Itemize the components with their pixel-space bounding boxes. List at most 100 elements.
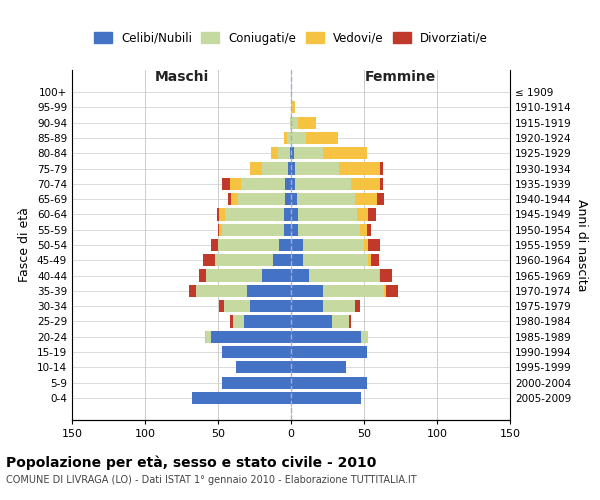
Bar bbox=[308, 270, 379, 281]
Bar bbox=[211, 239, 218, 251]
Text: Popolazione per età, sesso e stato civile - 2010: Popolazione per età, sesso e stato civil… bbox=[6, 455, 376, 469]
Bar bbox=[291, 101, 292, 114]
Bar bbox=[291, 346, 367, 358]
Bar bbox=[323, 300, 355, 312]
Bar bbox=[298, 208, 357, 220]
Text: Femmine: Femmine bbox=[365, 70, 436, 85]
Text: Maschi: Maschi bbox=[154, 70, 209, 85]
Bar bbox=[371, 254, 379, 266]
Bar bbox=[291, 239, 302, 251]
Bar bbox=[284, 224, 291, 236]
Bar bbox=[231, 193, 238, 205]
Bar bbox=[233, 316, 244, 328]
Bar bbox=[250, 162, 262, 174]
Bar bbox=[291, 132, 305, 144]
Bar bbox=[206, 270, 262, 281]
Bar bbox=[302, 254, 368, 266]
Bar bbox=[302, 239, 364, 251]
Bar bbox=[291, 147, 294, 160]
Bar bbox=[368, 239, 380, 251]
Bar bbox=[223, 178, 230, 190]
Bar bbox=[323, 147, 367, 160]
Bar bbox=[205, 330, 206, 343]
Bar bbox=[244, 316, 291, 328]
Bar bbox=[291, 376, 367, 389]
Bar bbox=[380, 270, 392, 281]
Bar bbox=[223, 224, 284, 236]
Bar bbox=[361, 330, 368, 343]
Bar bbox=[285, 178, 291, 190]
Bar bbox=[323, 285, 385, 297]
Y-axis label: Anni di nascita: Anni di nascita bbox=[575, 198, 588, 291]
Bar bbox=[377, 193, 385, 205]
Bar bbox=[295, 162, 339, 174]
Bar bbox=[298, 116, 316, 128]
Bar bbox=[262, 270, 291, 281]
Bar bbox=[215, 254, 274, 266]
Bar bbox=[291, 285, 323, 297]
Bar bbox=[241, 178, 285, 190]
Bar bbox=[228, 193, 231, 205]
Bar bbox=[196, 285, 247, 297]
Bar bbox=[291, 316, 332, 328]
Bar bbox=[288, 162, 291, 174]
Bar bbox=[291, 300, 323, 312]
Bar bbox=[230, 178, 241, 190]
Bar bbox=[291, 116, 298, 128]
Bar bbox=[385, 285, 386, 297]
Bar bbox=[292, 101, 295, 114]
Bar bbox=[280, 239, 291, 251]
Bar bbox=[220, 208, 226, 220]
Bar bbox=[359, 224, 367, 236]
Bar bbox=[250, 300, 291, 312]
Text: COMUNE DI LIVRAGA (LO) - Dati ISTAT 1° gennaio 2010 - Elaborazione TUTTITALIA.IT: COMUNE DI LIVRAGA (LO) - Dati ISTAT 1° g… bbox=[6, 475, 416, 485]
Bar bbox=[291, 86, 292, 98]
Bar bbox=[230, 316, 233, 328]
Bar bbox=[224, 300, 250, 312]
Bar bbox=[218, 224, 220, 236]
Y-axis label: Fasce di età: Fasce di età bbox=[19, 208, 31, 282]
Bar bbox=[291, 193, 297, 205]
Bar bbox=[291, 362, 346, 374]
Bar bbox=[298, 224, 359, 236]
Bar bbox=[284, 132, 287, 144]
Bar bbox=[199, 270, 206, 281]
Bar bbox=[356, 208, 368, 220]
Bar bbox=[368, 208, 376, 220]
Bar bbox=[351, 178, 380, 190]
Bar bbox=[278, 147, 290, 160]
Bar bbox=[291, 224, 298, 236]
Bar bbox=[355, 193, 377, 205]
Bar bbox=[290, 116, 291, 128]
Bar bbox=[379, 270, 380, 281]
Bar bbox=[218, 239, 280, 251]
Bar bbox=[291, 208, 298, 220]
Bar bbox=[386, 285, 398, 297]
Bar bbox=[206, 330, 211, 343]
Bar bbox=[291, 392, 361, 404]
Bar bbox=[290, 147, 291, 160]
Bar bbox=[291, 162, 295, 174]
Bar bbox=[220, 224, 223, 236]
Bar bbox=[291, 254, 302, 266]
Bar bbox=[247, 285, 291, 297]
Bar bbox=[217, 208, 220, 220]
Bar bbox=[284, 208, 291, 220]
Bar bbox=[332, 316, 349, 328]
Bar bbox=[287, 132, 291, 144]
Bar bbox=[367, 224, 371, 236]
Bar bbox=[192, 392, 291, 404]
Bar bbox=[295, 178, 351, 190]
Bar bbox=[226, 208, 284, 220]
Bar bbox=[380, 178, 383, 190]
Bar bbox=[274, 254, 291, 266]
Bar bbox=[238, 193, 285, 205]
Bar bbox=[339, 162, 380, 174]
Legend: Celibi/Nubili, Coniugati/e, Vedovi/e, Divorziati/e: Celibi/Nubili, Coniugati/e, Vedovi/e, Di… bbox=[89, 27, 493, 50]
Bar bbox=[380, 162, 383, 174]
Bar bbox=[294, 147, 323, 160]
Bar bbox=[364, 239, 368, 251]
Bar bbox=[291, 270, 308, 281]
Bar bbox=[271, 147, 278, 160]
Bar bbox=[305, 132, 338, 144]
